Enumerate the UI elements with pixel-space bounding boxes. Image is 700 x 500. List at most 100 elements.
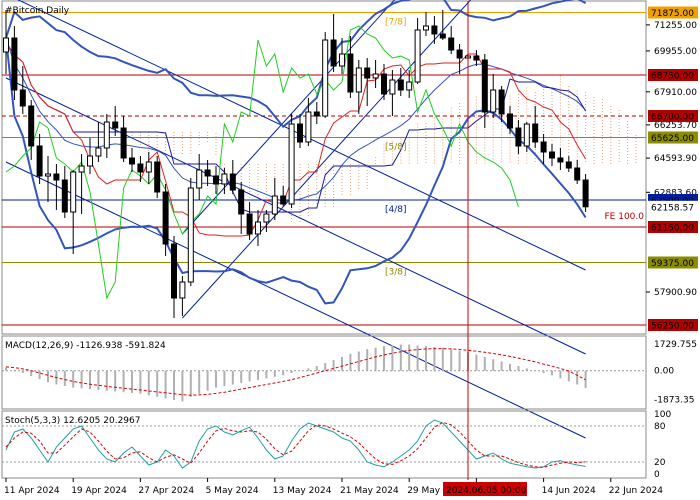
candle	[255, 210, 261, 246]
candle	[187, 178, 194, 286]
channel-mid-line	[5, 77, 586, 355]
candle-body-bull	[255, 221, 261, 235]
candle-body-bull	[179, 281, 186, 299]
candle-body-bull	[355, 67, 362, 93]
candle	[95, 122, 102, 162]
cursor-date-tag	[443, 482, 527, 496]
candle	[490, 74, 497, 118]
stoch-tick-label: 20	[654, 458, 666, 468]
level-tag-bg	[648, 69, 698, 81]
candle-body-bear	[507, 113, 513, 129]
candle-body-bull	[103, 121, 110, 149]
tenkan-line	[5, 41, 587, 237]
murrey-label: [3/8]	[385, 268, 407, 278]
stochastic-panel[interactable]: Stoch(5,3,3) 12.6205 20.2967 100 80 20 0	[1, 410, 671, 480]
bollinger-upper	[5, 0, 587, 129]
candle-body-bear	[120, 127, 127, 159]
murrey-label: [7/8]	[385, 18, 407, 28]
candle	[87, 138, 93, 174]
candle	[137, 156, 144, 182]
candle	[288, 114, 295, 208]
candle-body-bear	[448, 37, 455, 51]
level-tag: 68750.00	[648, 69, 698, 82]
level-tag-text: 68750.00	[651, 72, 694, 82]
candle	[53, 164, 60, 210]
candle-body-bear	[381, 73, 387, 95]
candle-body-bear	[574, 167, 581, 181]
level-price-tags: 71875.0068750.0066700.0065625.0062500.00…	[648, 6, 698, 332]
candle-body-bear	[36, 145, 43, 177]
candle-body-bear	[557, 157, 564, 163]
candle	[70, 170, 77, 254]
candle-body-bear	[347, 53, 354, 93]
candle-body-bear	[137, 163, 144, 173]
candle	[45, 156, 51, 202]
stoch-signal-line	[5, 421, 586, 468]
candle	[112, 106, 119, 136]
price-tick-label: 69955.00	[654, 47, 697, 57]
candle-body-bull	[490, 89, 497, 113]
macd-panel-frame	[1, 335, 647, 410]
candle	[129, 148, 135, 172]
candle-body-bear	[229, 173, 236, 191]
price-tick-label: 62883.60	[654, 188, 697, 198]
candle	[36, 134, 43, 184]
candle	[154, 156, 161, 198]
candle-body-bull	[196, 169, 203, 189]
candle	[372, 60, 379, 88]
candle-body-bull	[45, 173, 51, 177]
candle	[145, 152, 152, 184]
date-tick-label: 11 Apr 2024	[4, 486, 60, 496]
candle-body-bear	[532, 123, 539, 143]
candle-body-bull	[288, 123, 295, 205]
channel-edge-line	[17, 0, 586, 271]
price-axis: 71255.00 69955.00 67910.00 66253.70 64593.90…	[646, 6, 698, 332]
level-tag-bg	[648, 6, 698, 19]
candle-body-bear	[515, 127, 522, 147]
candle	[389, 70, 396, 116]
price-tick-label: 67910.00	[654, 88, 697, 98]
current-price-tag: 62158.57	[648, 200, 698, 213]
candle-body-bull	[372, 73, 379, 79]
candle-body-bear	[456, 49, 463, 59]
candle	[246, 202, 253, 240]
level-tag: 71875.00	[648, 6, 698, 19]
candle	[19, 66, 26, 114]
overlay-indicators	[5, 0, 587, 439]
candle	[364, 58, 371, 106]
candle	[11, 26, 18, 100]
candle	[171, 236, 177, 318]
level-tag-bg	[648, 319, 698, 331]
macd-axis-ticks: 1729.755 0.00 -1873.35	[654, 340, 697, 405]
candle	[532, 106, 539, 148]
level-tag-text: 71875.00	[651, 9, 694, 19]
candle-body-bear	[28, 105, 35, 147]
date-tick-label: 14 Jun 2024	[542, 486, 596, 496]
candle-body-bear	[330, 39, 337, 67]
candle	[481, 54, 488, 128]
date-tick-labels: 11 Apr 2024 19 Apr 2024 27 Apr 2024 5 May 2…	[4, 478, 663, 496]
candle	[3, 10, 9, 74]
candle	[355, 60, 362, 114]
candle	[565, 156, 572, 172]
chikou-line	[5, 25, 519, 300]
candle-body-bull	[221, 173, 228, 185]
candle	[263, 210, 270, 232]
level-tag-bg	[648, 221, 698, 233]
candle	[507, 106, 513, 134]
macd-tick-label: 1729.755	[654, 340, 697, 350]
candle-body-bull	[271, 195, 278, 215]
macd-panel[interactable]: MACD(12,26,9) -1126.938 -591.824 1729.75…	[1, 335, 697, 410]
level-tag-bg	[648, 131, 698, 144]
candle	[103, 114, 110, 158]
candle	[582, 174, 589, 212]
date-tick-label: 21 May 2024	[340, 486, 399, 496]
channel-edge-line	[5, 161, 586, 439]
date-tick-label: 22 Jun 2024	[609, 486, 663, 496]
candle-body-bull	[187, 187, 194, 283]
level-tag: 66700.00	[648, 110, 698, 123]
date-tick-label: 13 May 2024	[273, 486, 332, 496]
main-panel-frame	[1, 0, 647, 335]
candle	[297, 114, 303, 148]
